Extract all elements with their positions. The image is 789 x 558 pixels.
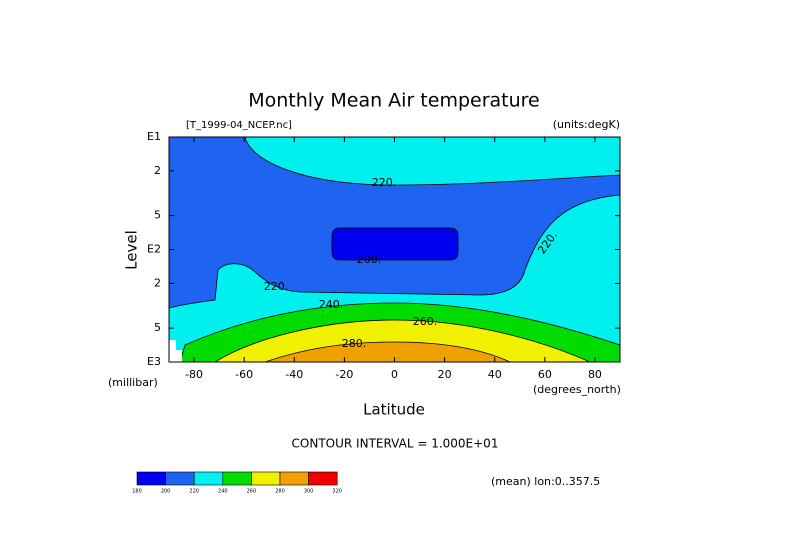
colorbar-bin bbox=[279, 471, 309, 486]
contour-label: 220. bbox=[372, 176, 397, 189]
x-tick-label: 0 bbox=[391, 368, 398, 381]
colorbar-bin bbox=[193, 471, 224, 486]
colorbar-label: 240 bbox=[218, 489, 228, 495]
footer: CONTOUR INTERVAL = 1.000E+01 bbox=[292, 437, 499, 451]
contour-region bbox=[168, 136, 621, 309]
x-tick-label: -60 bbox=[235, 368, 253, 381]
contour-label: 280. bbox=[342, 337, 367, 350]
y-tick-label: E1 bbox=[147, 130, 161, 143]
colorbar-bin bbox=[136, 471, 166, 486]
x-tick-label: 80 bbox=[588, 368, 602, 381]
y-unit-label: (millibar) bbox=[108, 376, 158, 389]
contour-label: 240. bbox=[319, 298, 344, 311]
colorbar-label: 220 bbox=[189, 489, 199, 495]
colorbar-label: 260 bbox=[247, 489, 257, 495]
colorbar-bin bbox=[165, 471, 195, 486]
contour-field bbox=[168, 136, 621, 363]
colorbar-label: 200 bbox=[161, 489, 171, 495]
source-label: [T_1999-04_NCEP.nc] bbox=[186, 120, 292, 131]
colorbar-bin bbox=[251, 471, 281, 486]
contour-region bbox=[331, 227, 459, 261]
colorbar-label: 280 bbox=[275, 489, 285, 495]
x-tick-label: -20 bbox=[335, 368, 353, 381]
contour-label: 260. bbox=[413, 315, 438, 328]
colorbar-label: 180 bbox=[132, 489, 142, 495]
below-ground bbox=[169, 340, 182, 362]
y-tick-label: E3 bbox=[147, 355, 161, 368]
x-tick-label: 40 bbox=[488, 368, 502, 381]
y-axis-title: Level bbox=[123, 230, 141, 270]
chart-title: Monthly Mean Air temperature bbox=[248, 90, 539, 112]
contour-label: 200. bbox=[357, 253, 382, 266]
colorbar-label: 320 bbox=[332, 489, 342, 495]
y-tick-label: 2 bbox=[154, 164, 161, 177]
x-axis-title: Latitude bbox=[363, 401, 425, 419]
colorbar-bin bbox=[222, 471, 252, 486]
x-tick-label: 20 bbox=[438, 368, 452, 381]
x-tick-label: 60 bbox=[538, 368, 552, 381]
x-unit-label: (degrees_north) bbox=[533, 383, 621, 396]
note: (mean) lon:0..357.5 bbox=[491, 475, 600, 488]
contour-region bbox=[264, 341, 511, 363]
x-tick-label: -40 bbox=[285, 368, 303, 381]
colorbar-label: 300 bbox=[304, 489, 314, 495]
y-tick-label: 2 bbox=[154, 276, 161, 289]
units-label: (units:degK) bbox=[553, 118, 620, 131]
contour-label: 220. bbox=[264, 280, 289, 293]
x-tick-label: -80 bbox=[185, 368, 203, 381]
y-tick-label: 5 bbox=[154, 209, 161, 222]
y-tick-label: E2 bbox=[147, 243, 161, 256]
colorbar-bin bbox=[308, 471, 338, 486]
y-tick-label: 5 bbox=[154, 321, 161, 334]
